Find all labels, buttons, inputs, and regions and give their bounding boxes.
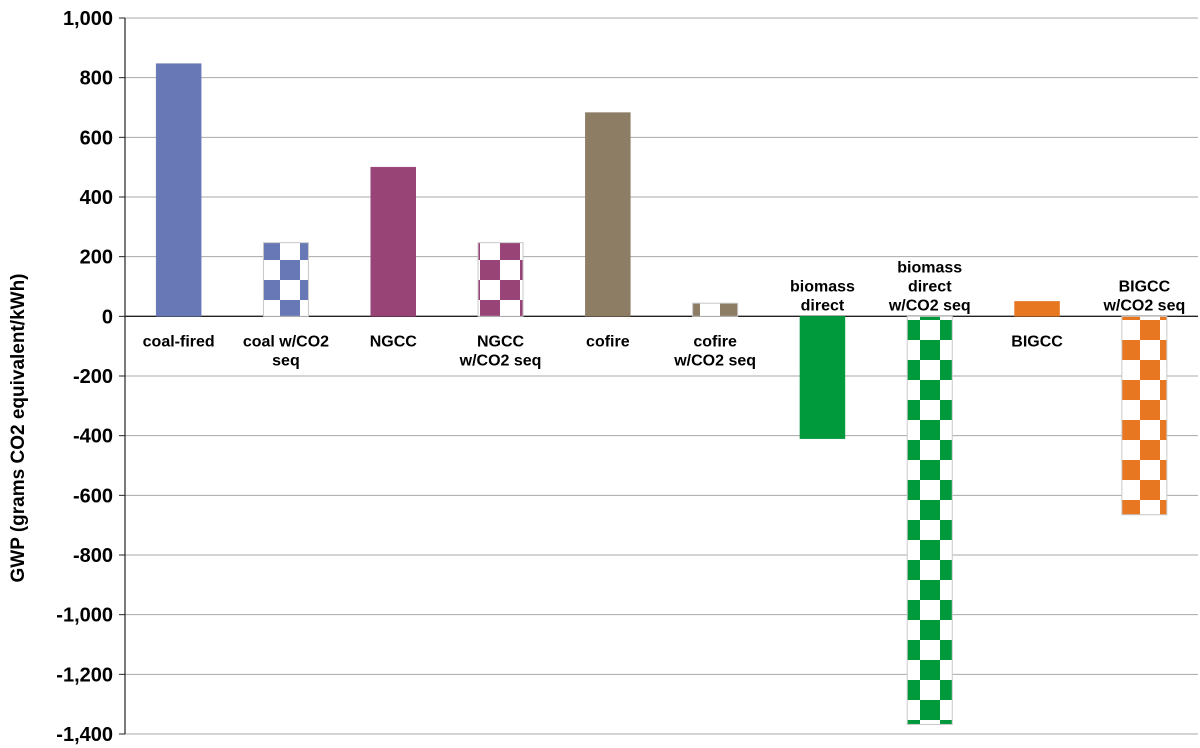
bar-9 [1014,301,1060,317]
bar-3 [370,166,416,317]
category-labels: coal-fired coal w/CO2 seq NGCC NGCC w/CO2 seq… [143,259,1186,369]
y-tick-label: 0 [102,306,113,328]
bars [155,63,1168,725]
y-tick-label: -800 [73,545,113,567]
y-tick-label: -1,200 [56,664,113,686]
y-tick-label: 800 [80,68,113,90]
y-tick-label: -400 [73,426,113,448]
category-label: biomass direct [790,278,855,314]
bar-8 [906,315,953,725]
gridlines [125,17,1198,735]
bar-6 [692,302,739,317]
category-label: coal-fired [143,333,215,350]
y-tick-label: -600 [73,485,113,507]
bar-4 [477,242,524,317]
bar-10 [1121,315,1168,516]
y-tick-label: 1,000 [63,8,113,30]
category-label: biomass direct w/CO2 seq [888,259,971,314]
y-tick-label: 400 [80,187,113,209]
y-tick-label: -1,400 [56,724,113,746]
category-label: BIGCC [1011,333,1063,350]
category-label: NGCC w/CO2 seq [459,333,542,369]
category-label: cofire [586,333,630,350]
y-axis: 1,000 800 600 400 200 0 -200 -400 -600 -800 -1,000… [56,8,126,746]
y-tick-label: -200 [73,366,113,388]
bar-7 [799,316,846,439]
y-tick-label: 200 [80,247,113,269]
category-label: coal w/CO2 seq [243,333,329,369]
y-tick-label: 600 [80,127,113,149]
bar-1 [155,63,202,317]
category-label: BIGCC w/CO2 seq [1102,278,1185,314]
y-tick-label: -1,000 [56,605,113,627]
bar-5 [585,112,631,317]
bar-2 [262,242,309,317]
category-label: cofire w/CO2 seq [673,333,756,369]
category-label: NGCC [370,333,418,350]
y-axis-title: GWP (grams CO2 equivalent/kWh) [8,274,29,583]
